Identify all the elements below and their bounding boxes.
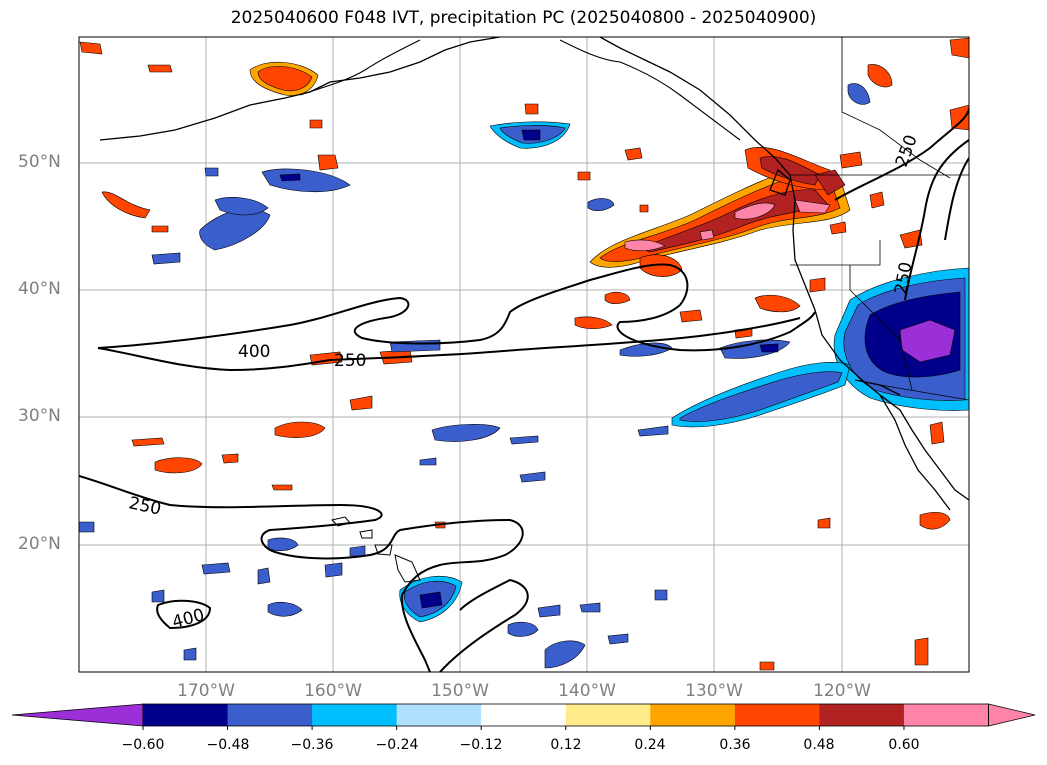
colorbar-label: 0.48 bbox=[803, 737, 835, 753]
positive-anomaly-areas bbox=[79, 37, 969, 671]
colorbar-extend-min bbox=[11, 703, 144, 727]
lat-tick-label: 20°N bbox=[18, 534, 61, 554]
lat-tick-label: 50°N bbox=[18, 152, 61, 172]
contour-label: 400 bbox=[238, 342, 270, 362]
colorbar-label: 0.60 bbox=[888, 737, 920, 753]
lon-tick-label: 130°W bbox=[685, 681, 743, 701]
negative-anomaly-areas bbox=[79, 83, 969, 669]
colorbar-label: 0.24 bbox=[634, 737, 666, 753]
colorbar-label: −0.24 bbox=[375, 737, 419, 753]
ivt-contours bbox=[79, 107, 969, 672]
colorbar-segment bbox=[734, 704, 820, 726]
colorbar-segment bbox=[396, 704, 482, 726]
lon-tick-label: 140°W bbox=[558, 681, 616, 701]
political-borders bbox=[790, 37, 969, 401]
colorbar-label: −0.48 bbox=[206, 737, 250, 753]
lon-tick-label: 150°W bbox=[431, 681, 489, 701]
colorbar-label: 0.12 bbox=[550, 737, 582, 753]
lon-tick-label: 120°W bbox=[813, 681, 871, 701]
contour-label: 250 bbox=[334, 351, 366, 371]
colorbar-segment bbox=[481, 704, 567, 726]
colorbar-segment bbox=[565, 704, 651, 726]
lat-tick-label: 40°N bbox=[18, 279, 61, 299]
colorbar bbox=[11, 703, 1036, 730]
map-frame bbox=[78, 36, 970, 673]
colorbar-label: 0.36 bbox=[719, 737, 751, 753]
colorbar-segment bbox=[143, 704, 229, 726]
colorbar-label: −0.60 bbox=[121, 737, 165, 753]
lon-tick-label: 170°W bbox=[177, 681, 235, 701]
alaska-coast bbox=[299, 39, 741, 141]
colorbar-extend-max bbox=[988, 703, 1036, 727]
colorbar-segment bbox=[903, 704, 989, 726]
colorbar-segment bbox=[819, 704, 905, 726]
map-title: 2025040600 F048 IVT, precipitation PC (2… bbox=[230, 8, 817, 28]
lon-tick-label: 160°W bbox=[304, 681, 362, 701]
colorbar-segment bbox=[312, 704, 398, 726]
colorbar-segment bbox=[227, 704, 313, 726]
lat-tick-label: 30°N bbox=[18, 406, 61, 426]
coastlines bbox=[99, 37, 969, 511]
colorbar-label: −0.12 bbox=[459, 737, 503, 753]
colorbar-label: −0.36 bbox=[290, 737, 334, 753]
colorbar-segment bbox=[650, 704, 736, 726]
